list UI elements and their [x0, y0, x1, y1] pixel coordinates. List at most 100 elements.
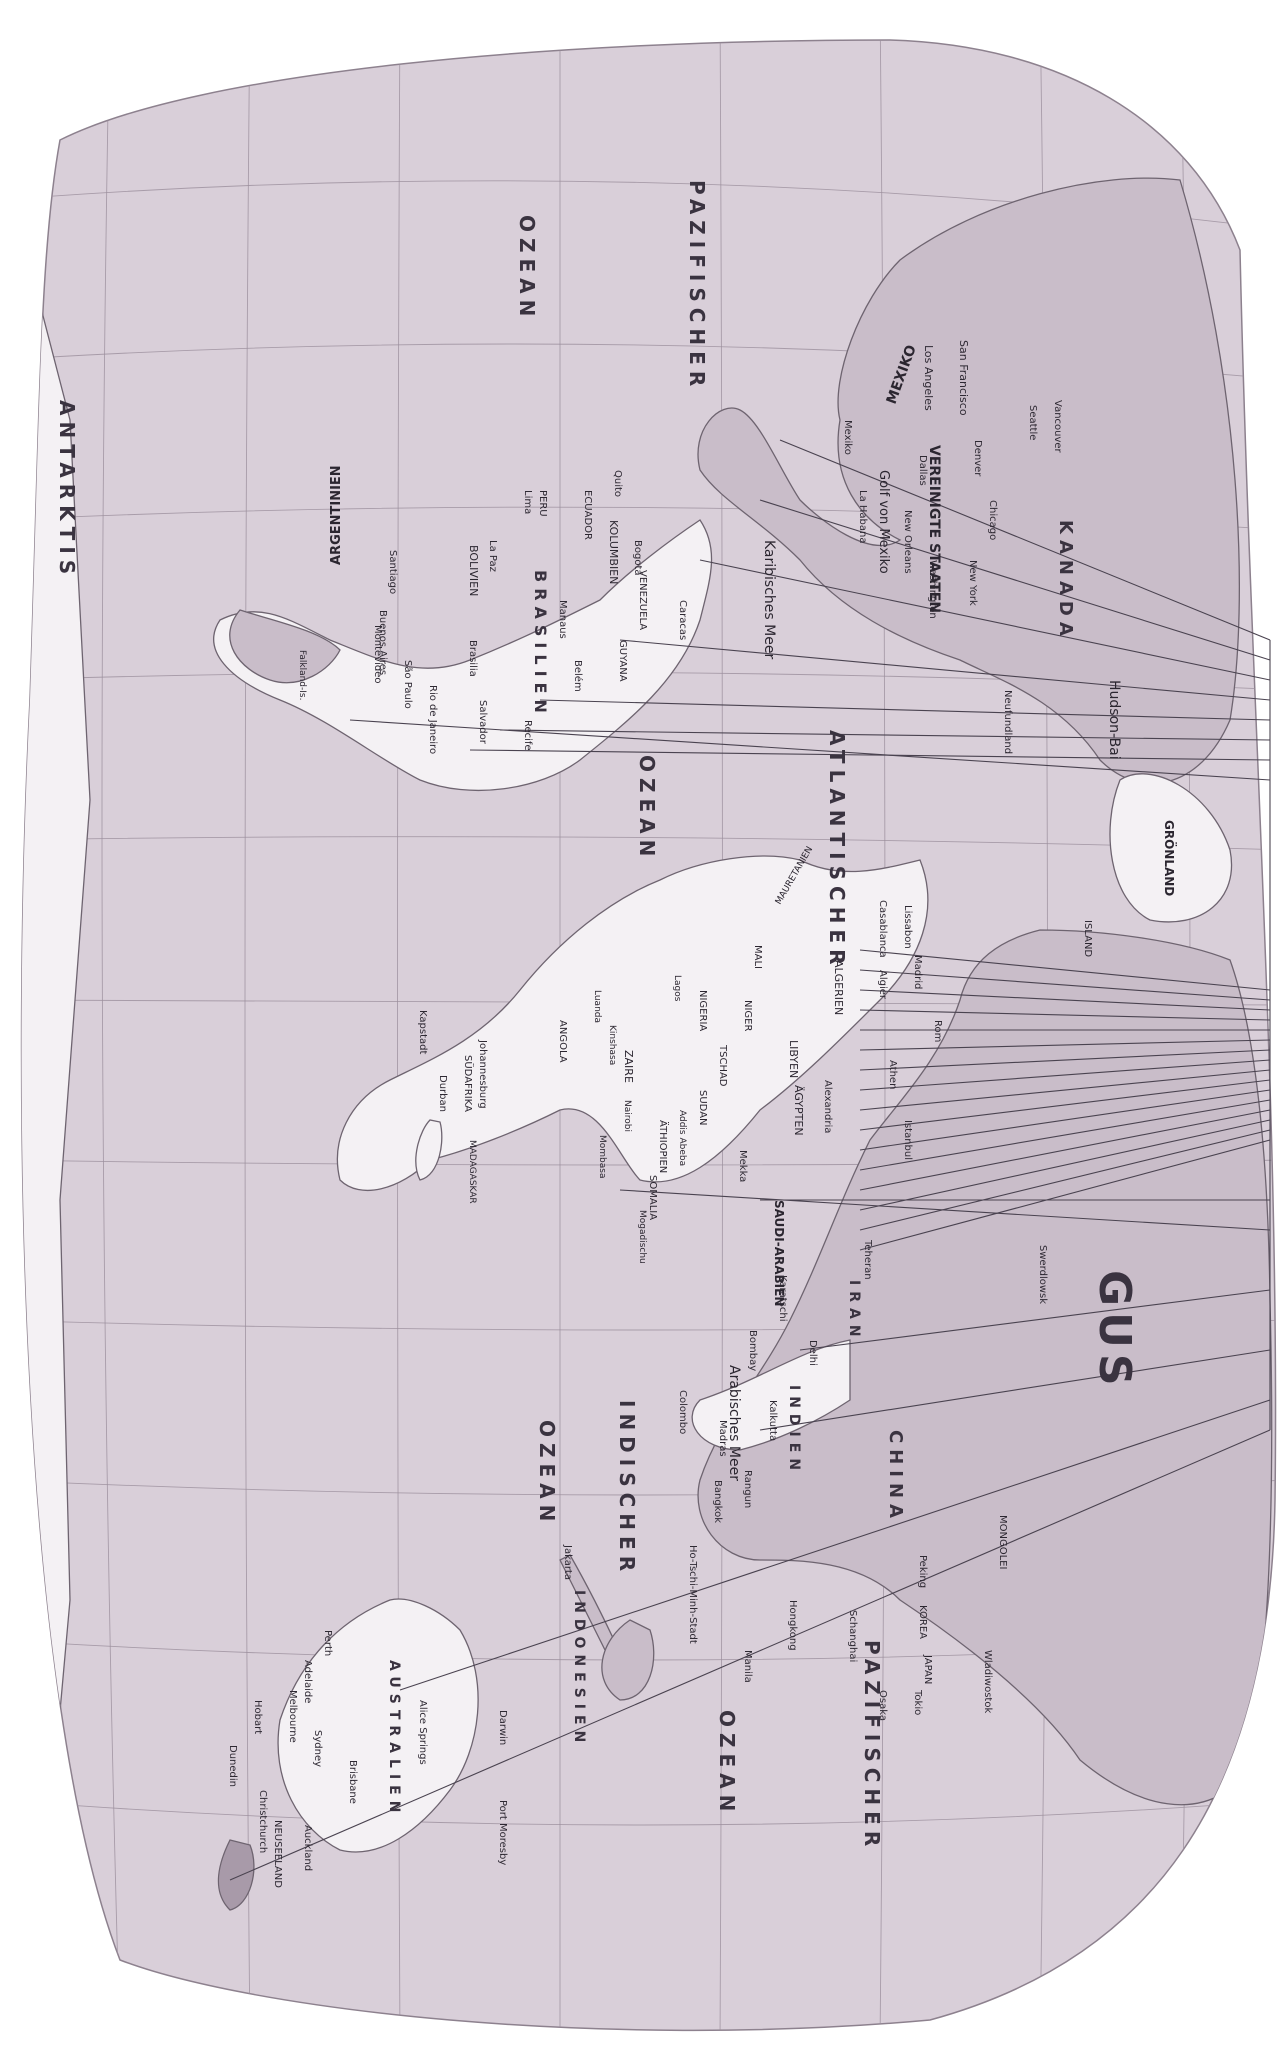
region-japan: JAPAN [922, 1654, 933, 1684]
city-quito: Quito [612, 470, 623, 497]
region-argentinien: ARGENTINIEN [329, 465, 344, 565]
city-jakarta: Jakarta [562, 1544, 573, 1580]
eurasia-landmass [697, 929, 1273, 1806]
city-melbourne: Melbourne [287, 1690, 298, 1743]
city-caracas: Caracas [677, 600, 688, 640]
city-labels: San Francisco Los Angeles Vancouver Seat… [227, 340, 1063, 1871]
region-aegypten: ÄGYPTEN [792, 1085, 805, 1136]
north-america-landmass [697, 177, 1240, 784]
region-sudan: SUDAN [697, 1090, 708, 1126]
city-madras: Madras [717, 1420, 728, 1457]
city-mexiko: Mexiko [842, 420, 853, 455]
city-colombo: Colombo [677, 1390, 688, 1434]
city-brisbane: Brisbane [347, 1760, 358, 1804]
city-mekka: Mekka [737, 1150, 748, 1182]
sea-karibisches: Karibisches Meer [761, 540, 777, 659]
city-madrid: Madrid [912, 955, 923, 989]
argentina-region [229, 609, 341, 684]
region-korea: KOREA [917, 1605, 928, 1639]
city-denver: Denver [972, 440, 983, 477]
region-bolivien: BOLIVIEN [467, 545, 480, 596]
region-saudi: SAUDI-ARABIEN [772, 1200, 786, 1306]
region-iran: IRAN [846, 1280, 862, 1343]
city-san-francisco: San Francisco [957, 340, 970, 416]
city-sao-paulo: São Paulo [402, 660, 413, 709]
city-tokio: Tokio [912, 1689, 923, 1715]
city-sydney: Sydney [312, 1730, 323, 1767]
city-lima: Lima [522, 490, 533, 514]
region-brasilien: BRASILIEN [531, 570, 550, 719]
city-auckland: Auckland [302, 1825, 313, 1871]
city-luanda: Luanda [592, 990, 602, 1023]
city-vancouver: Vancouver [1052, 400, 1063, 454]
city-schanghai: Schanghai [847, 1610, 858, 1662]
city-rangun: Rangun [742, 1470, 753, 1508]
city-istanbul: Istanbul [902, 1120, 913, 1160]
city-belem: Belém [572, 660, 584, 692]
city-neufundland: Neufundland [1002, 690, 1013, 754]
city-karatschi: Karatschi [777, 1275, 788, 1322]
region-zaire: ZAIRE [622, 1050, 635, 1083]
ocean-atlantic-1: ATLANTISCHER [825, 730, 849, 971]
city-kinshasa: Kinshasa [607, 1025, 617, 1065]
region-algerien: ALGERIEN [832, 960, 845, 1015]
region-indonesien: INDONESIEN [571, 1590, 587, 1748]
city-new-orleans: New Orleans [902, 510, 913, 574]
city-mogadischu: Mogadischu [637, 1210, 647, 1264]
region-china: CHINA [885, 1430, 906, 1524]
leader-lines [229, 439, 1271, 1881]
city-peking: Peking [917, 1555, 928, 1588]
city-chicago: Chicago [987, 500, 998, 540]
region-suedafrika: SÜDAFRIKA [462, 1055, 475, 1112]
region-aethiopien: ÄTHIOPIEN [657, 1120, 670, 1173]
region-nigeria: NIGERIA [697, 990, 708, 1031]
region-niger: NIGER [742, 1000, 753, 1031]
city-port-moresby: Port Moresby [497, 1800, 508, 1865]
region-gus: GUS [1089, 1270, 1140, 1392]
region-peru: PERU [537, 490, 548, 517]
city-dallas: Dallas [917, 455, 928, 486]
city-teheran: Teheran [862, 1239, 873, 1280]
city-algier: Algier [877, 970, 888, 1000]
city-santiago: Santiago [387, 550, 398, 594]
ocean-pacific-right-1: PAZIFISCHER [860, 1640, 884, 1852]
south-america-landmass [213, 519, 713, 792]
ocean-indian-1: INDISCHER [615, 1400, 639, 1577]
city-mombasa: Mombasa [597, 1135, 607, 1178]
city-bombay: Bombay [747, 1330, 758, 1371]
city-falkland: Falkland-Is. [297, 650, 307, 700]
city-buenos-aires: Buenos Aires [377, 610, 388, 675]
city-wladiwostok: Wladiwostok [982, 1650, 993, 1713]
city-manila: Manila [742, 1650, 753, 1683]
city-delhi: Delhi [807, 1340, 818, 1366]
region-indien: INDIEN [786, 1385, 802, 1476]
city-christchurch: Christchurch [257, 1790, 268, 1853]
city-recife: Recife [522, 720, 533, 751]
city-nairobi: Nairobi [622, 1100, 632, 1132]
city-lissabon: Lissabon [902, 905, 913, 949]
region-madagaskar: MADAGASKAR [467, 1140, 477, 1204]
new-zealand-landmass [217, 1839, 255, 1911]
ocean-atlantic-2: OZEAN [635, 755, 659, 862]
city-bangkok: Bangkok [712, 1480, 723, 1523]
city-kalkutta: Kalkutta [767, 1400, 778, 1441]
sea-golf-mexiko: Golf von Mexiko [876, 470, 891, 574]
city-adelaide: Adelaide [302, 1660, 313, 1703]
city-alice-springs: Alice Springs [417, 1700, 428, 1765]
city-los-angeles: Los Angeles [922, 345, 935, 411]
region-island: ISLAND [1082, 920, 1093, 957]
ocean-pacific-left-1: PAZIFISCHER [685, 180, 709, 392]
region-libyen: LIBYEN [787, 1040, 800, 1078]
city-seattle: Seattle [1027, 405, 1038, 440]
city-swerdlowsk: Swerdlowsk [1037, 1245, 1048, 1304]
city-washington: Washington [927, 560, 938, 619]
madagascar-landmass [415, 1119, 443, 1181]
city-lagos: Lagos [672, 975, 682, 1002]
ocean-pacific-right-2: OZEAN [715, 1710, 739, 1817]
ocean-pacific-left-2: OZEAN [515, 215, 539, 322]
city-dunedin: Dunedin [227, 1745, 238, 1787]
region-groenland: GRÖNLAND [1162, 820, 1177, 896]
region-antarktis: ANTARKTIS [55, 400, 79, 580]
region-kanada: KANADA [1055, 520, 1076, 642]
city-montevideo: Montevideo [372, 625, 383, 683]
